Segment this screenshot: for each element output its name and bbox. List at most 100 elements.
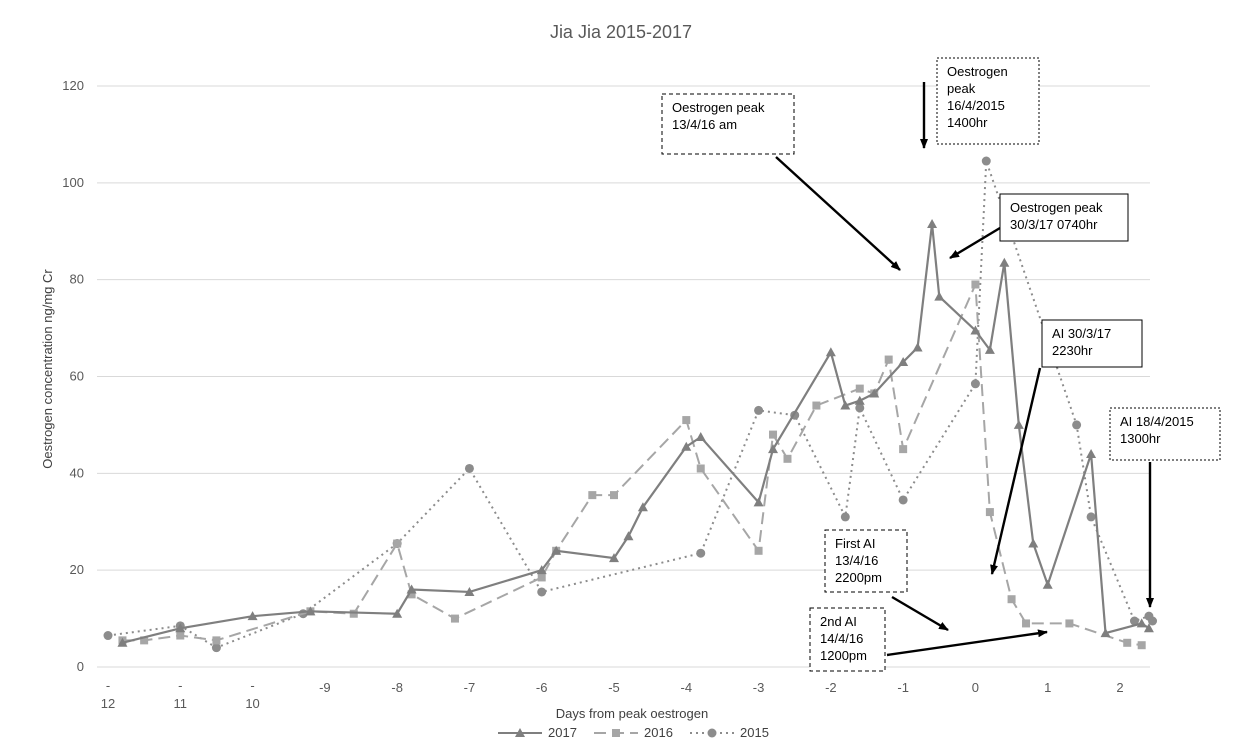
data-point-2016 (682, 416, 691, 425)
legend-item-2016: 2016 (594, 725, 673, 740)
data-point-2015 (464, 463, 474, 473)
x-tick-label: -6 (536, 680, 548, 695)
data-point-2016 (812, 401, 821, 410)
annotation-peak-2017: Oestrogen peak 30/3/17 0740hr (949, 193, 1129, 260)
annotation-text: AI 30/3/17 (1052, 326, 1111, 341)
data-point-2016 (1022, 619, 1031, 628)
annotation-text: 1300hr (1120, 431, 1161, 446)
x-tick-label: 10 (245, 696, 259, 711)
y-tick-label: 120 (62, 78, 84, 93)
annotation-text: Oestrogen peak (672, 100, 765, 115)
annotation-text: 30/3/17 0740hr (1010, 217, 1098, 232)
legend-label: 2015 (740, 725, 769, 740)
x-tick-prefix: - (106, 678, 110, 693)
annotation-text: 2nd AI (820, 614, 857, 629)
data-point-2016 (610, 491, 618, 500)
y-axis-ticks: 0 20 40 60 80 100 120 (62, 78, 84, 674)
data-point-2017 (637, 502, 648, 512)
annotation-box (661, 93, 795, 155)
y-tick-label: 80 (70, 272, 84, 287)
data-point-2016 (349, 609, 358, 618)
annotation-box (1041, 319, 1143, 368)
data-point-2017 (551, 545, 562, 555)
data-point-2017 (840, 400, 851, 410)
data-point-2015 (1148, 616, 1158, 626)
x-tick-label: 2 (1116, 680, 1123, 695)
legend-item-2015: 2015 (690, 725, 769, 740)
annotation-second-ai-2016: 2nd AI 14/4/16 1200pm (809, 607, 1048, 672)
data-point-2016 (783, 454, 792, 463)
data-point-2017 (768, 444, 779, 454)
data-point-2017 (970, 325, 981, 335)
x-tick-label: 12 (101, 696, 115, 711)
data-point-2015 (1129, 616, 1139, 626)
data-point-2016 (971, 280, 980, 289)
data-point-2017 (681, 441, 692, 451)
annotation-text: 1400hr (947, 115, 988, 130)
data-point-2017 (464, 586, 475, 596)
data-point-2016 (407, 590, 416, 599)
legend-item-2017: 2017 (498, 725, 577, 740)
y-axis-label: Oestrogen concentration ng/mg Cr (40, 269, 55, 469)
data-point-2016 (393, 539, 402, 548)
data-point-2017 (934, 291, 945, 301)
annotation-text: 13/4/16 (835, 553, 878, 568)
data-point-2015 (840, 512, 850, 522)
data-point-2016 (884, 355, 893, 364)
gridlines (97, 85, 1150, 668)
x-tick-label: 1 (1044, 680, 1051, 695)
legend-label: 2017 (548, 725, 577, 740)
data-point-2016 (899, 445, 908, 454)
y-tick-label: 40 (70, 465, 84, 480)
annotation-text: AI 18/4/2015 (1120, 414, 1194, 429)
x-tick-label: -4 (681, 680, 693, 695)
data-point-2017 (984, 344, 995, 354)
x-tick-label: 0 (972, 680, 979, 695)
x-tick-label: -1 (897, 680, 909, 695)
annotation-arrow (891, 595, 949, 632)
series-line-2017 (122, 223, 1150, 644)
annotation-text: 2230hr (1052, 343, 1093, 358)
annotation-text: 14/4/16 (820, 631, 863, 646)
data-point-2017 (247, 611, 258, 621)
data-point-2017 (912, 342, 923, 352)
data-point-2015 (1086, 512, 1096, 522)
x-tick-prefix: - (178, 678, 182, 693)
data-point-2017 (753, 497, 764, 507)
x-axis-ticks: -12-11-10-9 -8 -7 -6 -5 -4 -3 -2 -1 0 1 2 (101, 678, 1124, 711)
x-tick-label: -3 (753, 680, 765, 695)
data-point-2017 (1013, 419, 1024, 429)
data-point-2016 (140, 636, 149, 645)
data-point-2016 (696, 464, 705, 473)
data-point-2017 (1136, 618, 1147, 628)
data-point-2016 (450, 614, 459, 623)
data-point-2017 (927, 218, 938, 228)
y-tick-label: 20 (70, 562, 84, 577)
data-point-2017 (392, 608, 403, 618)
data-point-2015 (103, 631, 113, 641)
data-point-2016 (855, 384, 864, 393)
series-line-2016 (122, 284, 1142, 647)
data-point-2016 (176, 631, 185, 640)
x-tick-label: -5 (608, 680, 620, 695)
x-tick-label: -9 (319, 680, 331, 695)
legend-marker (612, 729, 620, 737)
x-tick-prefix: - (250, 678, 254, 693)
annotation-text: peak (947, 81, 976, 96)
series-line-2015 (107, 160, 1154, 649)
data-point-2016 (1065, 619, 1074, 628)
series-2015 (103, 156, 1158, 653)
annotation-text: Oestrogen peak (1010, 200, 1103, 215)
annotation-ai-2017: AI 30/3/17 2230hr (990, 319, 1143, 575)
annotation-box (936, 57, 1040, 145)
x-tick-label: 11 (174, 696, 188, 711)
series-layer (103, 156, 1158, 653)
data-point-2016 (1007, 595, 1016, 604)
data-point-2017 (1028, 538, 1039, 548)
y-tick-label: 0 (77, 659, 84, 674)
annotation-arrow (949, 226, 1001, 260)
x-tick-label: -7 (464, 680, 476, 695)
data-point-2015 (696, 548, 706, 558)
data-point-2015 (970, 379, 980, 389)
